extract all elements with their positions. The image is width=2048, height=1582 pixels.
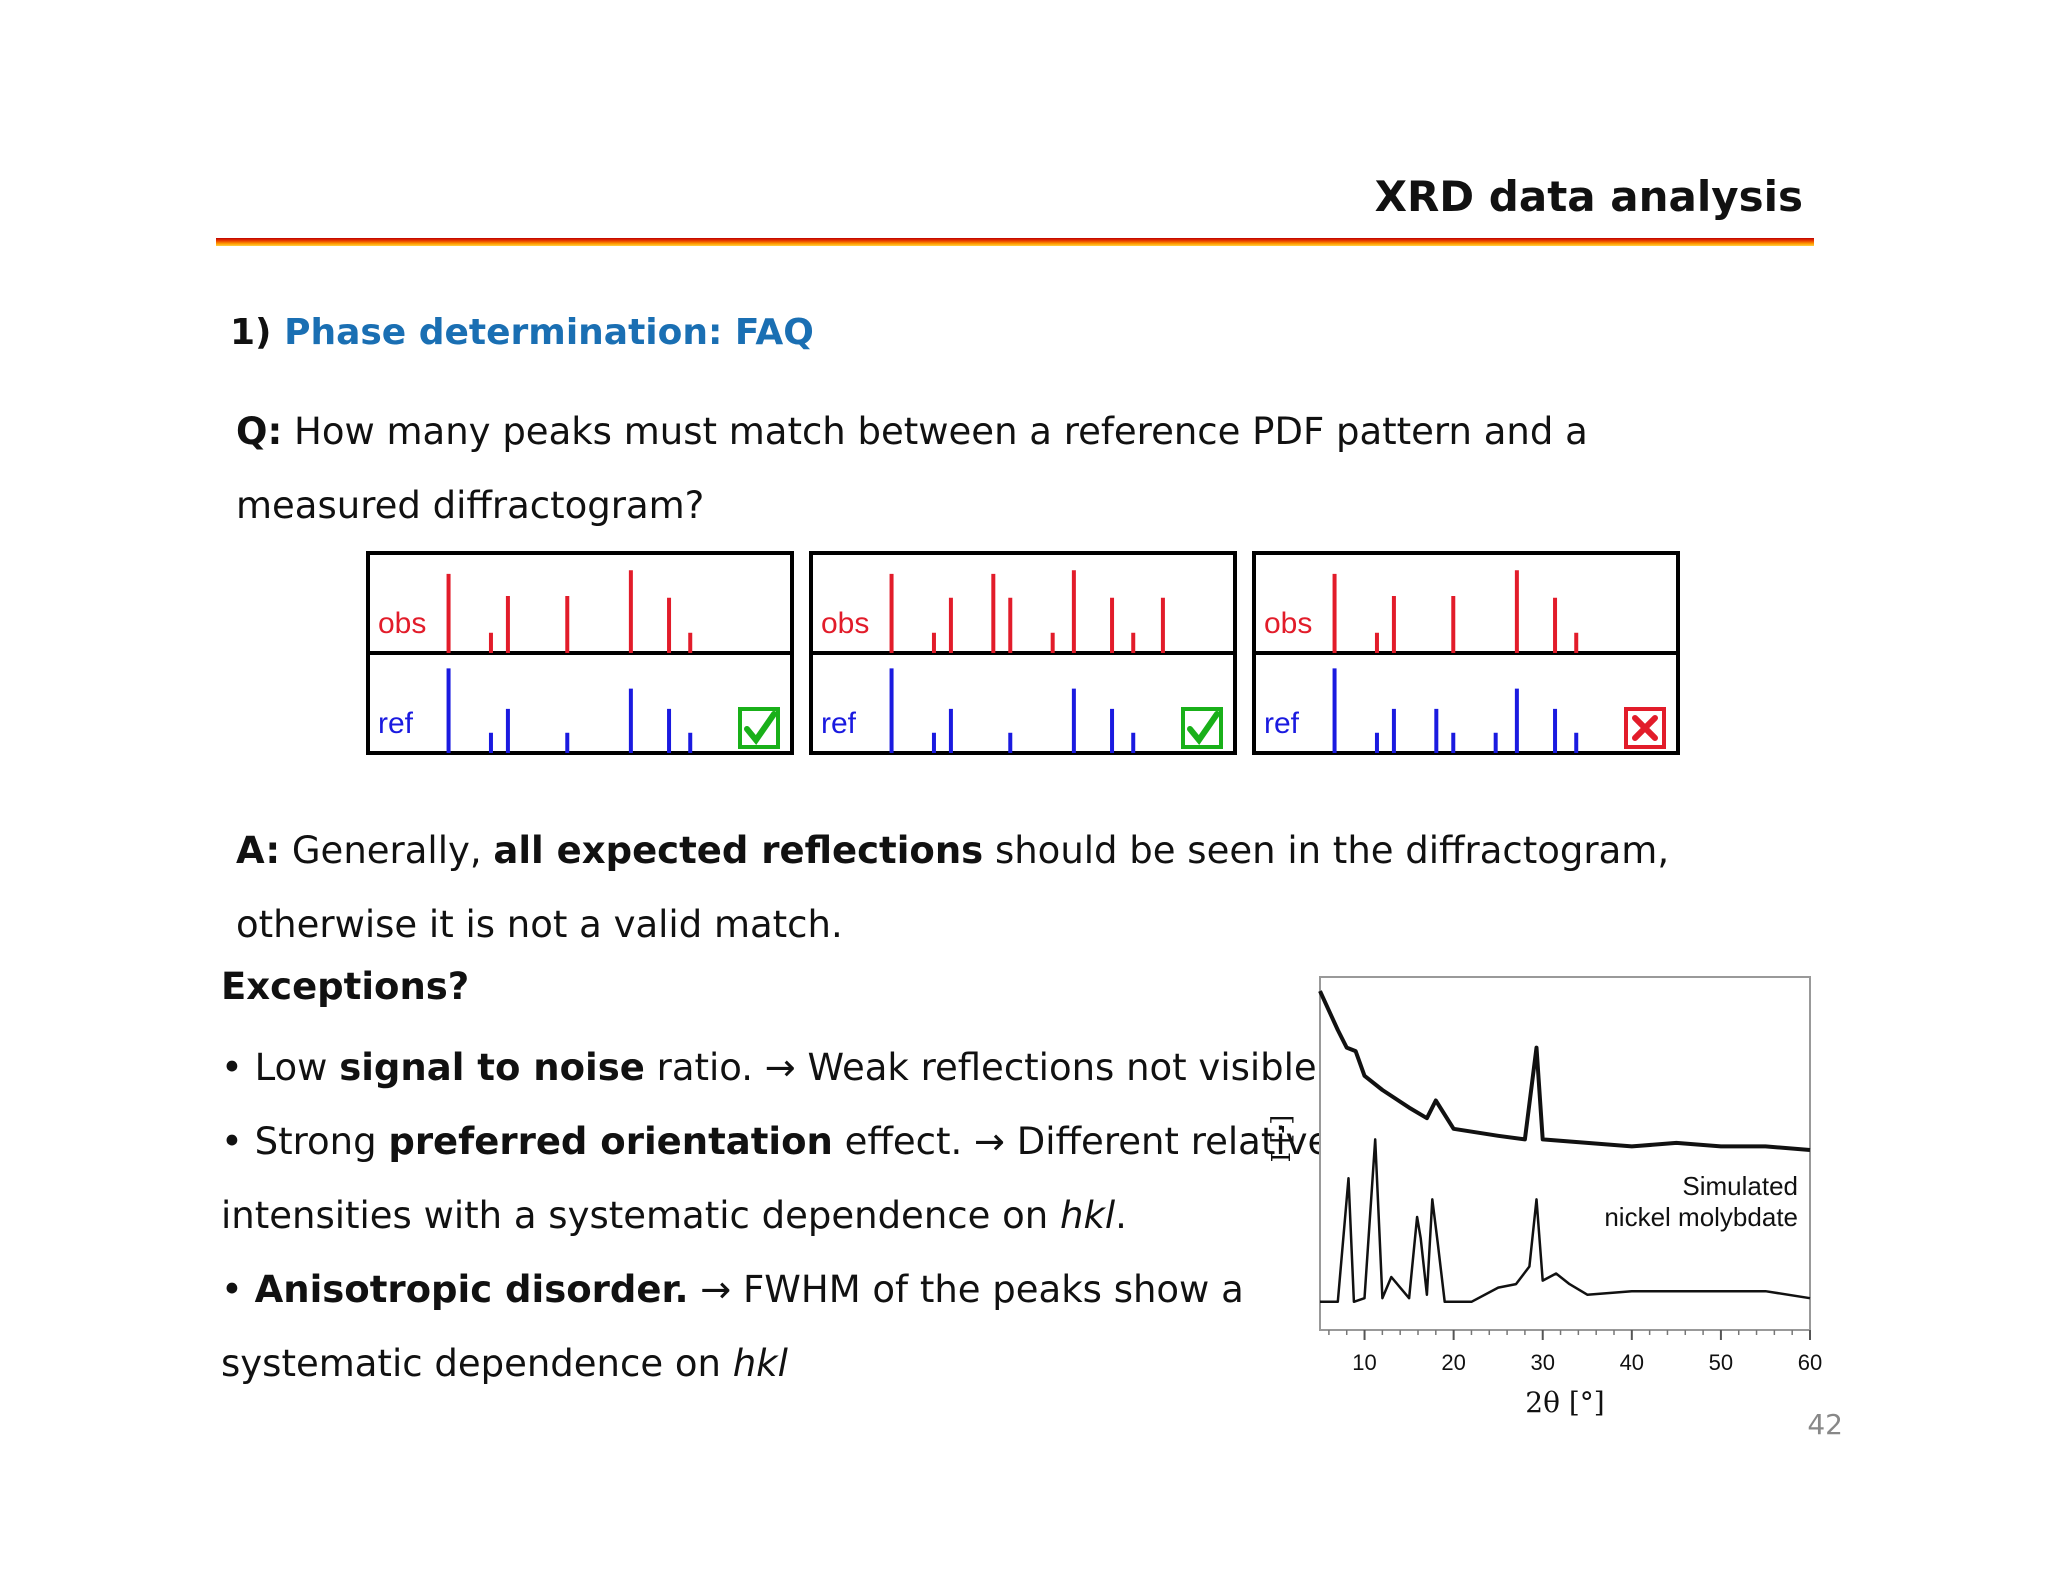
bullet-italic: hkl [1060,1194,1116,1237]
title-underline [216,238,1814,246]
pattern-box-frame [1252,551,1680,755]
bullet-text: • Low [221,1046,340,1089]
answer-text-before: Generally, [280,829,494,872]
measured-pattern-line [1318,990,1811,1152]
pattern-box-frame [809,551,1237,755]
bullet-bold: signal to noise [339,1046,645,1089]
bullet-preferred-orientation-cont: intensities with a systematic dependence… [221,1179,1241,1253]
bullet-text: → FWHM of the peaks show a [688,1268,1244,1311]
check-icon [1187,711,1220,745]
plot-frame [1319,976,1811,1331]
x-tick-label: 10 [1352,1350,1376,1375]
x-tick-label: 60 [1798,1350,1822,1375]
question-paragraph: Q: How many peaks must match between a r… [236,395,1696,543]
section-heading: 1) Phase determination: FAQ [230,312,814,353]
answer-bold-text: all expected reflections [493,829,984,872]
x-tick-label: 50 [1709,1350,1733,1375]
bullet-text: • Strong [221,1120,389,1163]
bullet-anisotropic-disorder: • Anisotropic disorder. → FWHM of the pe… [221,1253,1244,1327]
pattern-box-2: obs ref [809,551,1237,755]
bullet-bold: Anisotropic disorder. [254,1268,689,1311]
bullet-signal-to-noise: • Low signal to noise ratio. → Weak refl… [221,1031,1328,1105]
bullet-text: intensities with a systematic dependence… [221,1194,1060,1237]
exceptions-heading: Exceptions? [221,965,470,1008]
obs-label: obs [378,607,426,640]
check-icon [744,711,777,745]
bullet-italic: hkl [732,1342,788,1385]
answer-paragraph: A: Generally, all expected reflections s… [236,814,1836,962]
bullet-text: effect. → Different relative [832,1120,1331,1163]
page-number: 42 [1807,1408,1843,1441]
annotation-line-2: nickel molybdate [1604,1202,1798,1232]
bullet-text: systematic dependence on [221,1342,733,1385]
obs-label: obs [821,607,869,640]
cross-icon [1632,715,1658,741]
pattern-box-frame [366,551,794,755]
x-tick-label: 20 [1441,1350,1465,1375]
simulated-pattern-line [1320,1138,1811,1304]
ref-label: ref [378,707,414,740]
annotation-line-1: Simulated [1682,1171,1798,1201]
ref-label: ref [821,707,857,740]
bullet-text: . [1115,1194,1127,1237]
answer-text-after: should be seen in the diffractogram, oth… [236,829,1670,946]
bullet-anisotropic-disorder-cont: systematic dependence on hkl [221,1327,1241,1401]
bullet-preferred-orientation: • Strong preferred orientation effect. →… [221,1105,1330,1179]
x-axis-label: 2θ [°] [1525,1386,1604,1419]
obs-label: obs [1264,607,1312,640]
question-text: How many peaks must match between a refe… [236,410,1588,527]
check-icon-frame [1181,707,1223,749]
cross-icon-frame [1624,707,1666,749]
bullet-bold: preferred orientation [388,1120,833,1163]
exceptions-list: • Low signal to noise ratio. → Weak refl… [221,1031,1330,1401]
answer-label: A: [236,829,281,872]
section-number: 1) [230,312,272,353]
pattern-box-3: obs ref [1252,551,1680,755]
section-title: Phase determination: FAQ [284,312,814,353]
x-tick-label: 30 [1530,1350,1554,1375]
bullet-text: ratio. → Weak reflections not visible. [644,1046,1329,1089]
pattern-box-1: obs ref [366,551,794,755]
check-icon-frame [738,707,780,749]
question-label: Q: [236,410,283,453]
ref-label: ref [1264,707,1300,740]
bullet-text: • [221,1268,255,1311]
slide-title: XRD data analysis [1374,172,1803,221]
x-tick-label: 40 [1620,1350,1644,1375]
